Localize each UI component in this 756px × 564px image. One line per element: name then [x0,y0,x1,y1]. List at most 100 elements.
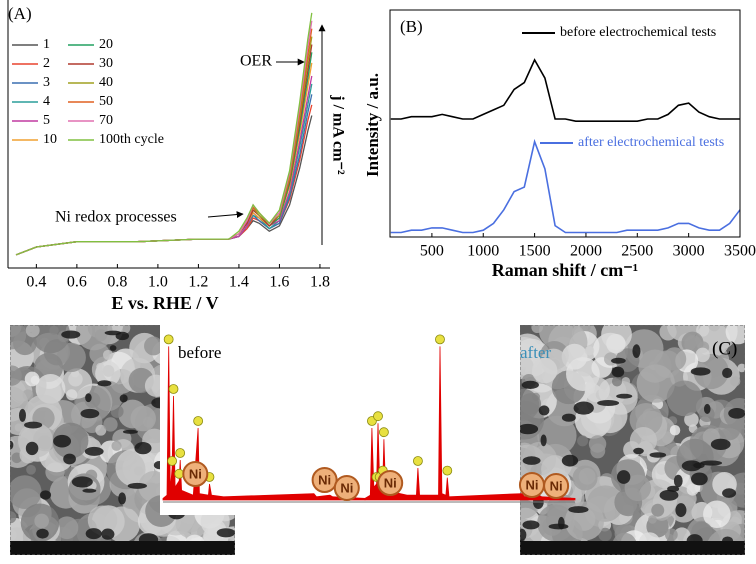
sem-pore [19,408,26,422]
legend-label: after electrochemical tests [578,135,724,150]
sem-grain [673,527,691,545]
sem-pore [675,503,687,518]
sem-grain [629,403,663,436]
sem-pore [558,516,565,530]
x-tick-label: 0.6 [67,274,87,291]
sem-grain [111,440,122,451]
sem-pore [522,456,541,465]
condition-label: before [178,343,221,362]
sem-grain [96,362,105,371]
sem-pore [691,472,708,486]
sem-grain [651,503,665,517]
panel-label: (C) [712,338,737,359]
sem-grain [10,408,32,436]
annotation-arrow [207,211,244,219]
sem-pore [520,528,527,542]
sem-grain [25,325,40,338]
series-line [15,94,313,256]
sem-grain [598,527,612,542]
sem-grain [10,365,22,386]
element-marker [167,456,177,466]
element-badge [182,461,209,487]
sem-grain [520,393,542,415]
sem-pore [522,520,540,530]
sem-pore [63,453,76,465]
annotation: Ni redox processes [55,209,177,226]
sem-pore [703,403,711,415]
sem-pore [673,474,683,488]
annotation: OER [240,53,272,70]
sem-grain [520,355,534,380]
sem-pore [85,528,102,540]
sem-pore [521,380,539,389]
element-marker [373,411,383,422]
sem-grain [666,380,703,417]
element-badge [377,470,404,496]
sem-pore [690,367,711,376]
sem-pore [25,441,39,456]
element-label: Ni [384,475,397,490]
sem-pore [119,394,128,403]
sem-grain [33,352,64,382]
sem-pore [561,413,576,422]
sem-pore [80,408,100,419]
sem-grain [10,325,27,350]
sem-pore [573,401,594,415]
sem-pore [84,446,104,456]
sem-pore [85,393,92,403]
sem-grain [56,342,86,373]
sem-pore [127,482,147,489]
sem-pore [71,476,93,488]
sem-grain [699,406,715,422]
element-label: Ni [340,480,353,495]
sem-grain [95,424,107,436]
series-line [15,75,313,256]
element-marker [175,448,186,458]
legend-label: 2 [43,56,50,71]
y-axis-label: Intensity / a.u. [363,73,382,177]
element-marker [442,465,453,476]
sem-pore [611,357,626,364]
sem-pore [53,434,72,448]
sem-pore [681,460,702,472]
legend-label: 50 [99,94,113,109]
sem-grain [703,500,731,529]
legend-label: 40 [99,75,113,90]
sem-grain [664,528,678,542]
x-tick-label: 2500 [621,243,653,260]
sem-grain [590,443,606,459]
sem-pore [617,470,631,484]
sem-grain [102,349,114,360]
legend-label: 10 [43,132,57,147]
sem-grain [87,505,118,536]
sem-grain [531,357,558,384]
sem-pore [568,506,589,514]
legend-label: 100th cycle [99,132,164,147]
x-tick-label: 2000 [570,243,602,260]
sem-grain [10,511,17,524]
sem-pore [36,528,49,539]
element-marker [378,427,389,438]
x-tick-label: 1000 [467,243,499,260]
legend-label: 1 [43,37,50,52]
element-marker [163,334,174,345]
series-line [15,115,313,256]
sem-grain [92,380,124,412]
x-tick-label: 1.6 [269,274,289,291]
sem-pore [632,344,641,358]
sem-pore [39,490,52,500]
sem-pore [728,407,745,419]
sem-grain [130,405,156,432]
sem-grain [662,347,687,371]
sem-grain [577,435,589,447]
sem-pore [561,454,579,467]
element-marker [174,468,185,479]
sem-pore [538,405,550,416]
sem-grain [725,325,745,345]
legend-label: 20 [99,37,113,52]
sem-grain [26,464,36,475]
sem-pore [722,367,733,379]
x-tick-label: 500 [420,243,444,260]
sem-pore [540,434,547,447]
x-tick-label: 0.8 [107,274,127,291]
